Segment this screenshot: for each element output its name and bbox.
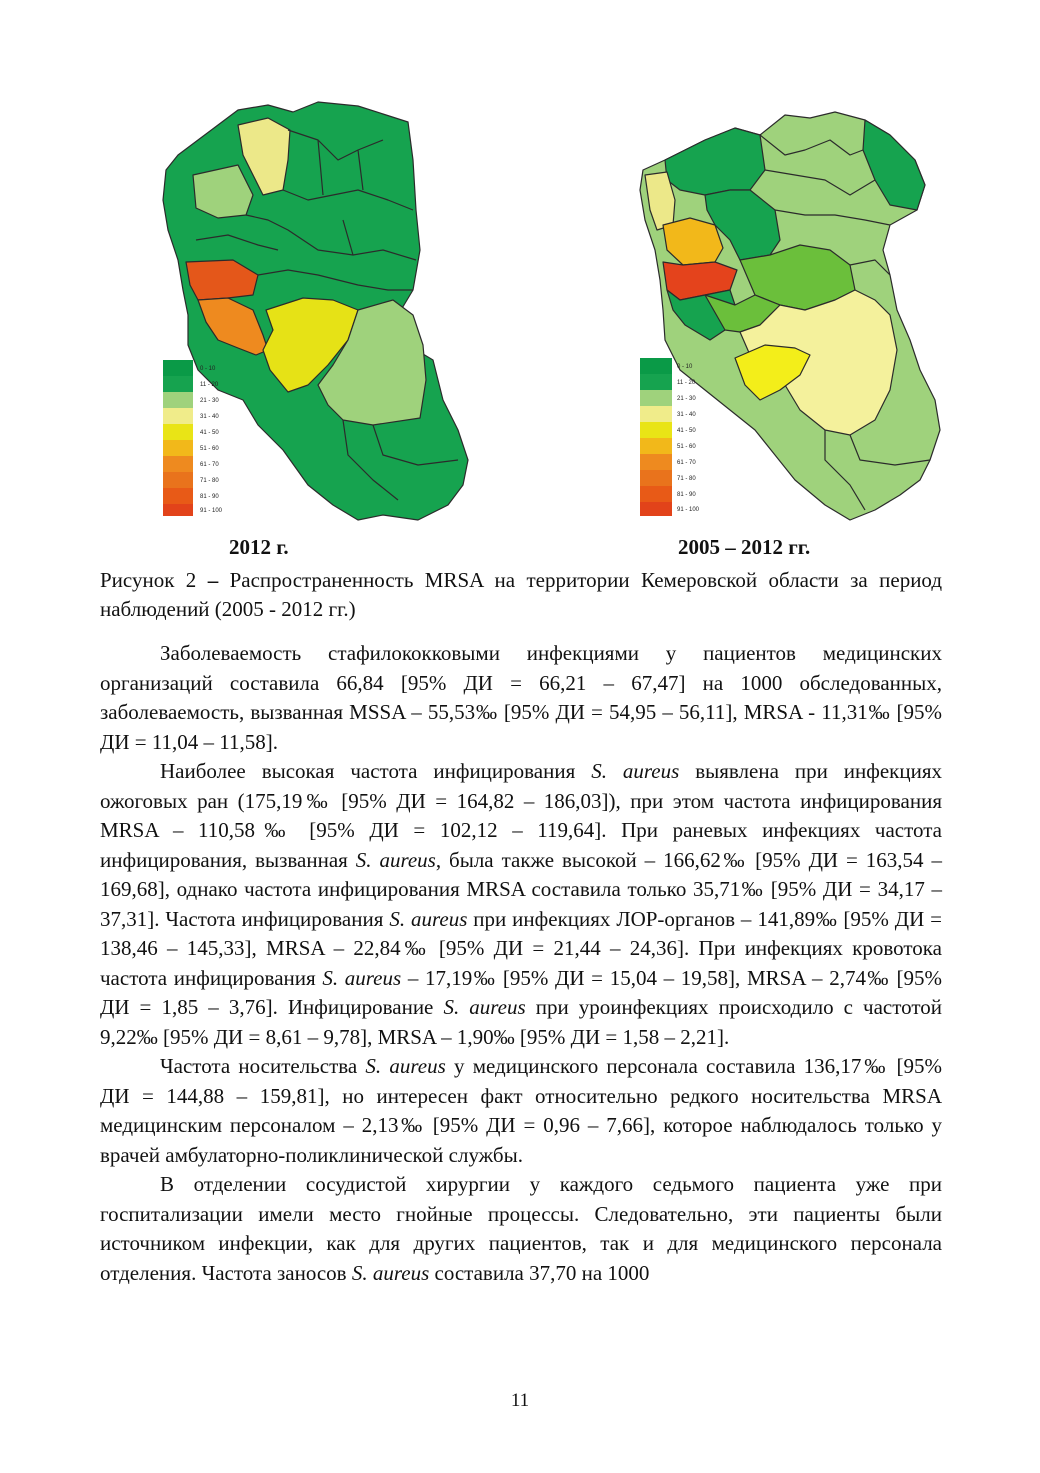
legend-2012 (163, 360, 193, 516)
map-2005-2012: 0 - 10 11 - 20 21 - 30 31 - 40 41 - 50 5… (635, 100, 945, 525)
legend-label: 71 - 80 (200, 478, 219, 484)
paragraph: Заболеваемость стафилококковыми инфекция… (100, 641, 942, 754)
legend-label: 0 - 10 (200, 366, 216, 372)
legend-label: 41 - 50 (200, 430, 219, 436)
legend-label: 31 - 40 (677, 412, 696, 418)
legend-label: 61 - 70 (677, 460, 696, 466)
legend-label: 0 - 10 (677, 364, 693, 370)
legend-label: 21 - 30 (200, 398, 219, 404)
legend-2005-2012 (640, 358, 672, 516)
legend-label: 61 - 70 (200, 462, 219, 468)
map-2012: 0 - 10 11 - 20 21 - 30 31 - 40 41 - 50 5… (158, 100, 478, 525)
legend-label: 71 - 80 (677, 476, 696, 482)
legend-label: 21 - 30 (677, 396, 696, 402)
figure-caption: Рисунок 2 – Распространенность MRSA на т… (100, 566, 942, 624)
legend-label: 91 - 100 (677, 507, 700, 513)
legend-label: 81 - 90 (200, 494, 219, 500)
legend-label: 41 - 50 (677, 428, 696, 434)
body-text: Заболеваемость стафилококковыми инфекция… (100, 639, 942, 1288)
figure-caption-text: Распространенность MRSA на территории Ке… (100, 568, 943, 621)
figure-dash: – (207, 568, 219, 592)
figure-label: Рисунок 2 (100, 568, 197, 592)
legend-2005-2012-labels: 0 - 10 11 - 20 21 - 30 31 - 40 41 - 50 5… (677, 364, 700, 513)
legend-label: 91 - 100 (200, 508, 223, 514)
legend-2012-labels: 0 - 10 11 - 20 21 - 30 31 - 40 41 - 50 5… (200, 366, 223, 514)
legend-label: 51 - 60 (200, 446, 219, 452)
legend-label: 11 - 20 (200, 382, 219, 388)
map-caption-2005-2012: 2005 – 2012 гг. (678, 535, 811, 559)
legend-label: 31 - 40 (200, 414, 219, 420)
page-number: 11 (510, 1390, 530, 1411)
legend-label: 11 - 20 (677, 380, 696, 386)
paragraph: Частота носительства S. aureus у медицин… (100, 1054, 943, 1167)
paragraph: Наиболее высокая частота инфицирования S… (100, 759, 942, 1049)
map-caption-2012: 2012 г. (229, 535, 289, 559)
paragraph: В отделении сосудистой хирургии у каждог… (100, 1172, 942, 1285)
legend-label: 51 - 60 (677, 444, 696, 450)
legend-label: 81 - 90 (677, 492, 696, 498)
